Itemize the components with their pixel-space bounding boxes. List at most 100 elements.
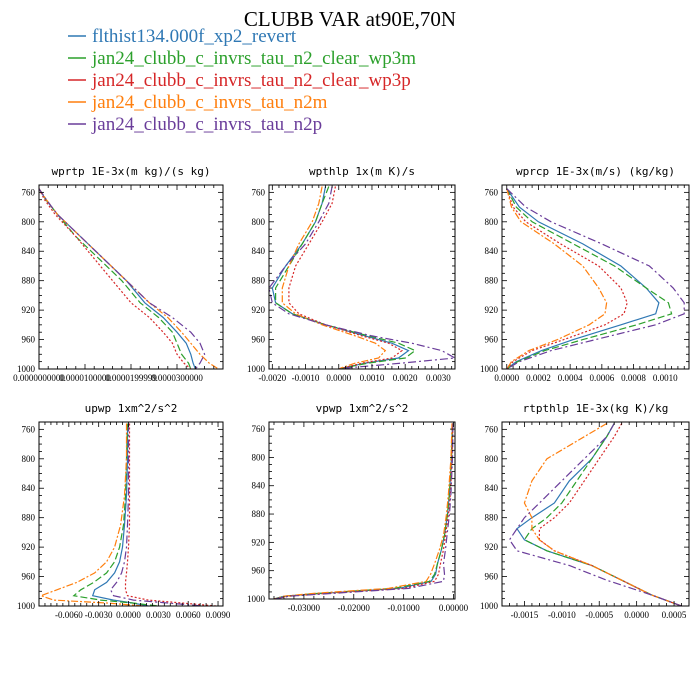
- y-tick-label: 960: [22, 572, 36, 582]
- x-tick-label: -0.0015: [511, 610, 539, 620]
- series-line: [523, 422, 682, 606]
- y-tick-label: 840: [485, 246, 499, 256]
- series-line: [288, 186, 404, 369]
- y-tick-label: 840: [252, 246, 266, 256]
- x-tick-label: 0.0030: [146, 610, 171, 620]
- series-line: [273, 423, 453, 599]
- y-tick-label: 880: [485, 276, 499, 286]
- x-tick-label: -0.0010: [548, 610, 576, 620]
- y-tick-label: 760: [22, 187, 36, 197]
- x-tick-label: -0.0030: [85, 610, 113, 620]
- x-tick-label: -0.0010: [292, 373, 320, 383]
- y-tick-label: 1000: [17, 601, 36, 611]
- y-tick-label: 760: [485, 424, 499, 434]
- x-tick-label: 0.0030: [426, 373, 451, 383]
- y-tick-label: 800: [22, 217, 36, 227]
- x-tick-label: -0.03000: [288, 603, 321, 613]
- y-tick-label: 960: [252, 335, 266, 345]
- chart-panel: wprcp 1E-3x(m/s) (kg/kg) 760 800 840 880 920 9…: [480, 165, 690, 383]
- y-tick-label: 1000: [480, 364, 499, 374]
- y-tick-label: 880: [22, 513, 36, 523]
- y-tick-label: 840: [485, 483, 499, 493]
- y-tick-label: 840: [252, 481, 266, 491]
- y-tick-label: 800: [485, 454, 499, 464]
- y-tick-label: 920: [252, 537, 266, 547]
- x-tick-label: -0.02000: [338, 603, 371, 613]
- x-tick-label: 0.0010: [360, 373, 385, 383]
- x-tick-label: 0.0000: [494, 373, 519, 383]
- y-tick-label: 960: [485, 335, 499, 345]
- figure-title: CLUBB VAR at90E,70N: [244, 7, 456, 31]
- legend-label: jan24_clubb_c_invrs_tau_n2_clear_wp3m: [91, 48, 416, 69]
- x-tick-label: -0.01000: [388, 603, 421, 613]
- x-tick-label: 0.0060: [176, 610, 201, 620]
- y-tick-label: 800: [252, 452, 266, 462]
- series-line: [124, 423, 217, 606]
- x-tick-label: -0.0005: [585, 610, 613, 620]
- y-tick-label: 840: [22, 483, 36, 493]
- y-tick-label: 920: [485, 542, 499, 552]
- y-tick-label: 920: [485, 305, 499, 315]
- panel-title: wprtp 1E-3x(m kg)/(s kg): [52, 165, 211, 178]
- panel-title: upwp 1xm^2/s^2: [85, 402, 178, 415]
- y-tick-label: 800: [252, 217, 266, 227]
- x-tick-label: 0.0006: [589, 373, 614, 383]
- series-line: [39, 188, 192, 369]
- plot-frame: [501, 421, 690, 607]
- plot-frame: [38, 421, 224, 607]
- x-tick-label: 0.0000: [624, 610, 649, 620]
- x-tick-label: 0.0008: [621, 373, 646, 383]
- y-tick-label: 1000: [17, 364, 36, 374]
- legend-label: flthist134.000f_xp2_revert: [92, 26, 297, 47]
- y-tick-label: 760: [22, 424, 36, 434]
- x-tick-label: 0.0005: [662, 610, 687, 620]
- series-line: [109, 423, 204, 606]
- chart-panel: wprtp 1E-3x(m kg)/(s kg) 760 800 840 880 920 9…: [13, 165, 224, 383]
- y-tick-label: 960: [485, 572, 499, 582]
- series-line: [72, 423, 159, 606]
- y-tick-label: 1000: [247, 364, 266, 374]
- series-line: [39, 423, 144, 606]
- chart-panel: wpthlp 1x(m K)/s7608008408809209601000-0…: [247, 165, 456, 383]
- series-line: [91, 423, 149, 606]
- x-tick-label: 0.0000: [116, 610, 141, 620]
- x-tick-label: -0.0060: [55, 610, 83, 620]
- series-line: [506, 188, 660, 369]
- y-tick-label: 880: [485, 513, 499, 523]
- y-tick-label: 800: [485, 217, 499, 227]
- series-line: [506, 188, 673, 369]
- x-tick-label: 0.0000300000: [151, 373, 203, 383]
- chart-panel: rtpthlp 1E-3x(kg K)/kg 760 800 840 880 920 960…: [480, 402, 690, 620]
- series-line: [506, 188, 608, 369]
- y-tick-label: 880: [252, 509, 266, 519]
- y-tick-label: 760: [485, 187, 499, 197]
- series-line: [273, 423, 454, 599]
- x-tick-label: 0.0002: [526, 373, 551, 383]
- x-tick-label: 0.0090: [206, 610, 231, 620]
- chart-panel: vpwp 1xm^2/s^2 760 800 840 880 920 960 1000 -0.0…: [247, 402, 469, 613]
- y-tick-label: 920: [22, 305, 36, 315]
- y-tick-label: 920: [252, 305, 266, 315]
- x-tick-label: 0.0020: [393, 373, 418, 383]
- panel-title: wpthlp 1x(m K)/s: [309, 165, 415, 178]
- panel-title: rtpthlp 1E-3x(kg K)/kg: [523, 402, 669, 415]
- y-tick-label: 960: [252, 566, 266, 576]
- panel-title: vpwp 1xm^2/s^2: [316, 402, 409, 415]
- y-tick-label: 840: [22, 246, 36, 256]
- x-tick-label: 0.0004: [558, 373, 583, 383]
- series-line: [39, 188, 219, 369]
- y-tick-label: 920: [22, 542, 36, 552]
- x-tick-label: 0.0000100000: [59, 373, 111, 383]
- x-tick-label: 0.0000: [326, 373, 351, 383]
- series-line: [275, 186, 417, 369]
- y-tick-label: 1000: [480, 601, 499, 611]
- y-tick-label: 960: [22, 335, 36, 345]
- legend: flthist134.000f_xp2_revertjan24_clubb_c_…: [68, 26, 416, 135]
- series-line: [269, 186, 455, 369]
- series-line: [506, 188, 685, 369]
- legend-label: jan24_clubb_c_invrs_tau_n2_clear_wp3p: [91, 70, 411, 91]
- x-tick-label: -0.0020: [258, 373, 286, 383]
- panel-title: wprcp 1E-3x(m/s) (kg/kg): [516, 165, 675, 178]
- x-tick-label: 0.0000199999: [105, 373, 157, 383]
